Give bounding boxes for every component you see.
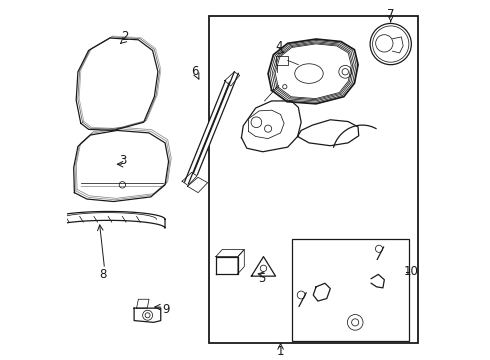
Polygon shape: [51, 211, 165, 228]
Polygon shape: [44, 214, 55, 223]
Polygon shape: [297, 120, 359, 146]
Polygon shape: [216, 257, 238, 274]
Polygon shape: [251, 257, 275, 276]
Polygon shape: [194, 72, 238, 175]
Text: 1: 1: [277, 345, 284, 358]
Text: 9: 9: [162, 303, 170, 316]
Text: 5: 5: [258, 272, 266, 285]
Text: 6: 6: [191, 65, 198, 78]
Polygon shape: [187, 177, 208, 193]
Text: 8: 8: [99, 268, 106, 281]
Polygon shape: [225, 72, 240, 86]
Text: 3: 3: [119, 154, 126, 167]
Polygon shape: [276, 56, 288, 65]
Polygon shape: [185, 81, 229, 184]
Polygon shape: [248, 110, 284, 139]
Polygon shape: [182, 172, 197, 185]
Polygon shape: [238, 249, 245, 274]
Polygon shape: [137, 299, 149, 308]
Polygon shape: [216, 249, 245, 257]
Bar: [292, 239, 409, 341]
Text: 4: 4: [275, 40, 283, 53]
Polygon shape: [242, 101, 301, 152]
Bar: [209, 15, 418, 343]
Text: 10: 10: [404, 265, 419, 278]
Text: 2: 2: [121, 31, 128, 44]
Polygon shape: [74, 130, 169, 202]
Polygon shape: [134, 308, 161, 322]
Ellipse shape: [295, 64, 323, 83]
Polygon shape: [268, 39, 358, 104]
Text: 7: 7: [387, 8, 394, 21]
Polygon shape: [76, 38, 158, 130]
